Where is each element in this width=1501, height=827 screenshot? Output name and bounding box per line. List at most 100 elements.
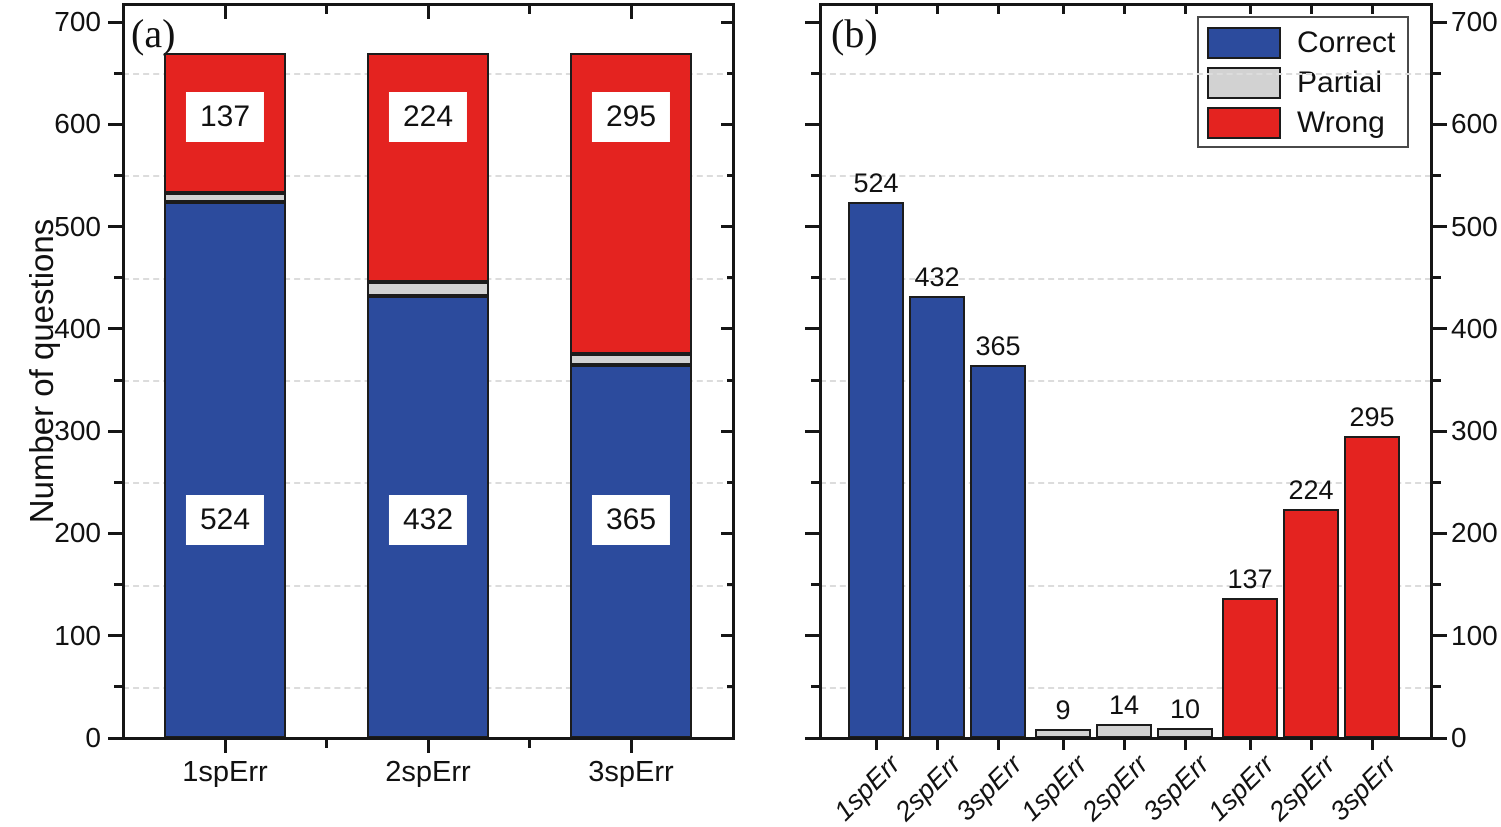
minor-gridline: [820, 175, 1431, 178]
y-tick-b-right: [1432, 20, 1447, 24]
y-tick-left: [113, 685, 122, 689]
plot-frame: [818, 2, 1433, 740]
x-tick-b-top: [1309, 5, 1313, 14]
minor-gridline: [820, 584, 1431, 587]
legend-item-wrong: Wrong: [1207, 103, 1399, 143]
x-tick-b-top: [1061, 5, 1065, 14]
y-tick-left: [113, 173, 122, 177]
y-tick-b-left: [810, 71, 819, 75]
x-tick-b-bottom: [1370, 739, 1374, 750]
stacked-bar-segment-correct: [570, 364, 692, 738]
y-tick-b-right: [1432, 225, 1447, 229]
x-tick-b-bottom: [996, 739, 1000, 750]
x-tick-b-top: [1183, 5, 1187, 14]
x-minor-tick-a-top: [528, 5, 532, 14]
y-tick-b-right: [1432, 634, 1447, 638]
y-tick-value-right: 300: [1451, 415, 1498, 447]
x-minor-tick-a-bottom: [528, 739, 532, 748]
bar-value-label: 524: [853, 168, 899, 199]
x-tick-a-top: [629, 5, 633, 19]
plot-frame: [121, 2, 735, 740]
y-tick-left: [107, 634, 122, 638]
y-tick-value-right: 200: [1451, 517, 1498, 549]
x-tick-label-b: 2spErr: [1263, 749, 1342, 827]
bar-value-label: 295: [1349, 402, 1395, 433]
y-tick-left: [107, 122, 122, 126]
legend-swatch-partial: [1207, 67, 1281, 99]
y-tick-b-right: [1432, 378, 1441, 382]
stacked-bar-segment-wrong: [367, 52, 489, 282]
y-tick-b-right: [1432, 71, 1441, 75]
y-tick-a-right: [720, 20, 735, 24]
y-tick-b-right: [1432, 480, 1441, 484]
panel-b-letter: (b): [831, 11, 878, 56]
x-tick-b-bottom: [874, 739, 878, 750]
bar-value-label: 137: [1227, 563, 1273, 594]
stacked-bar-segment-partial: [570, 354, 692, 365]
y-tick-a-right: [720, 736, 735, 740]
y-tick-value-right: 700: [1451, 6, 1498, 37]
y-tick-value-left: 200: [54, 517, 101, 549]
y-tick-value-left: 500: [54, 210, 101, 242]
y-tick-b-right: [1432, 429, 1447, 433]
legend-swatch-wrong: [1207, 107, 1281, 139]
segment-label-correct: 365: [591, 495, 671, 545]
y-tick-a-right: [726, 480, 735, 484]
bar-value-label: 14: [1108, 689, 1140, 720]
bar-correct: [848, 202, 904, 738]
y-tick-a-right: [720, 327, 735, 331]
y-tick-left: [107, 736, 122, 740]
x-tick-b-top: [1122, 5, 1126, 14]
bar-value-label: 224: [1288, 474, 1334, 505]
bar-wrong: [1222, 597, 1278, 738]
x-tick-a-top: [426, 5, 430, 19]
y-tick-a-right: [726, 276, 735, 280]
y-tick-value-left: 600: [54, 108, 101, 140]
x-tick-label-a: 2spErr: [385, 756, 471, 788]
minor-gridline: [820, 380, 1431, 382]
y-tick-a-right: [720, 531, 735, 535]
x-tick-b-bottom: [1248, 739, 1252, 750]
y-tick-b-left: [810, 276, 819, 280]
x-tick-a-bottom: [629, 739, 633, 753]
y-tick-b-left: [810, 378, 819, 382]
legend-label-wrong: Wrong: [1297, 106, 1385, 139]
y-tick-a-right: [720, 634, 735, 638]
y-tick-b-left: [804, 327, 819, 331]
y-tick-value-left: 400: [54, 312, 101, 344]
x-tick-a-bottom: [223, 739, 227, 753]
y-tick-value-right: 100: [1451, 619, 1498, 651]
stacked-bar-segment-correct: [164, 202, 286, 738]
y-tick-b-left: [810, 583, 819, 587]
segment-label-wrong: 224: [388, 92, 468, 142]
legend-label-correct: Correct: [1297, 26, 1396, 59]
y-tick-value-left: 300: [54, 415, 101, 447]
x-tick-label-b: 1spErr: [1202, 749, 1281, 827]
y-tick-a-right: [726, 685, 735, 689]
y-tick-b-left: [810, 685, 819, 689]
y-tick-a-right: [726, 71, 735, 75]
y-tick-left: [107, 327, 122, 331]
y-tick-a-right: [726, 583, 735, 587]
y-tick-a-right: [720, 225, 735, 229]
y-tick-b-left: [810, 173, 819, 177]
panel-a-letter: (a): [131, 11, 176, 56]
x-tick-b-top: [874, 5, 878, 14]
y-tick-value-left: 0: [85, 722, 101, 753]
y-tick-value-right: 500: [1451, 210, 1498, 242]
y-tick-value-left: 100: [54, 619, 101, 651]
y-tick-left: [107, 225, 122, 229]
x-tick-label-a: 1spErr: [182, 756, 268, 788]
legend-item-partial: Partial: [1207, 63, 1399, 103]
y-tick-value-right: 0: [1451, 722, 1467, 753]
bar-value-label: 9: [1055, 694, 1071, 725]
y-tick-left: [113, 378, 122, 382]
legend-label-partial: Partial: [1297, 66, 1383, 99]
y-tick-b-right: [1432, 327, 1447, 331]
segment-label-correct: 432: [388, 495, 468, 545]
segment-label-wrong: 295: [591, 92, 671, 142]
bar-wrong: [1283, 508, 1339, 738]
y-tick-left: [113, 276, 122, 280]
x-tick-b-bottom: [935, 739, 939, 750]
y-tick-left: [113, 583, 122, 587]
